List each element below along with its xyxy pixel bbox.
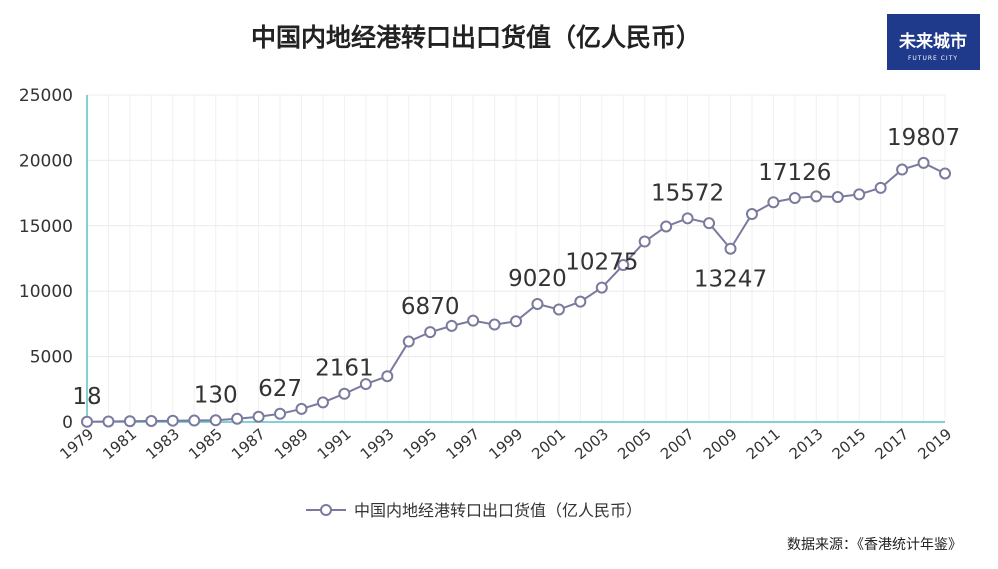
x-tick-label-15: 2009 [700,425,741,463]
data-point-2018 [917,156,930,169]
axes [86,95,945,423]
data-point-2009 [724,242,737,255]
data-point-1988 [274,407,287,420]
data-point-1981 [123,415,136,428]
x-tick-label-12: 2003 [571,425,612,463]
y-tick-labels: 0 5000 10000 15000 20000 25000 [19,86,73,433]
data-point-2004 [617,259,630,272]
x-tick-label-4: 1987 [228,425,269,463]
data-point-2015 [853,188,866,201]
data-point-2011 [767,196,780,209]
data-point-2017 [896,163,909,176]
x-tick-label-16: 2011 [743,425,784,463]
legend-label: 中国内地经港转口出口货值（亿人民币） [354,501,642,520]
data-point-1992 [359,378,372,391]
data-point-1987 [252,410,265,423]
data-label-10275: 10275 [565,250,638,276]
x-tick-labels: 1979 1981 1983 1985 1987 1989 1991 1993 1995 1997… [56,425,955,463]
data-point-1997 [467,314,480,327]
chart-title: 中国内地经港转口出口货值（亿人民币） [251,23,701,52]
legend[interactable]: 中国内地经港转口出口货值（亿人民币） [306,501,642,520]
y-tick-label-2: 10000 [19,282,73,302]
data-label-19807: 19807 [887,125,960,151]
data-label-17126: 17126 [758,160,831,186]
source-note: 数据来源：《香港统计年鉴》 [787,537,962,553]
data-label-18: 18 [72,384,101,410]
data-label-15572: 15572 [651,180,724,206]
data-point-1994 [402,335,415,348]
data-point-2008 [703,217,716,230]
x-tick-label-3: 1985 [185,425,226,463]
y-tick-label-0: 0 [62,413,73,433]
data-point-2003 [595,281,608,294]
x-tick-label-7: 1993 [357,425,398,463]
x-tick-label-1: 1981 [99,425,140,463]
data-point-1983 [166,414,179,427]
grid [86,94,946,423]
data-label-130: 130 [194,382,238,408]
data-point-2007 [681,212,694,225]
data-label-13247: 13247 [694,267,767,293]
data-point-1991 [338,387,351,400]
data-label-6870: 6870 [401,294,460,320]
data-point-2014 [831,191,844,204]
data-label-2161: 2161 [315,356,374,382]
data-point-1979 [81,415,93,428]
data-point-1990 [316,396,329,409]
data-point-1986 [231,412,244,425]
data-point-2016 [874,181,887,194]
data-point-2005 [638,235,651,248]
x-tick-label-14: 2007 [657,425,698,463]
data-point-2002 [574,295,587,308]
y-tick-label-1: 5000 [30,348,73,368]
x-tick-label-8: 1995 [400,425,441,463]
data-point-2006 [660,220,673,233]
data-point-1985 [209,414,222,427]
y-tick-label-3: 15000 [19,217,73,237]
x-tick-label-19: 2017 [872,425,913,463]
x-tick-label-2: 1983 [142,425,183,463]
x-tick-label-17: 2013 [786,425,827,463]
y-tick-label-4: 20000 [19,151,73,171]
data-point-1996 [445,319,458,332]
x-tick-label-9: 1997 [443,425,484,463]
data-point-1989 [295,402,308,415]
data-point-2000 [531,298,544,311]
data-point-1984 [188,414,201,427]
y-tick-label-5: 25000 [19,86,73,106]
data-point-1993 [381,370,394,383]
x-tick-label-18: 2015 [829,425,870,463]
legend-marker [320,504,332,516]
x-tick-label-13: 2005 [614,425,655,463]
series [81,156,951,428]
data-point-2010 [745,208,758,221]
data-point-1999 [510,315,522,328]
data-point-2013 [810,190,823,203]
data-point-2001 [552,303,565,316]
x-tick-label-10: 1999 [485,425,526,463]
data-label-627: 627 [258,376,302,402]
x-tick-label-6: 1991 [314,425,355,463]
data-label-9020: 9020 [508,266,567,292]
data-point-2019 [939,167,951,180]
data-point-1998 [488,318,501,331]
x-tick-label-5: 1989 [271,425,312,463]
logo: 未来城市 FUTURE CITY [887,14,980,70]
logo-subtext: FUTURE CITY [908,55,958,62]
data-point-1995 [424,326,437,339]
logo-background [887,14,980,70]
data-point-1980 [102,415,115,428]
data-point-1982 [145,414,158,427]
x-tick-label-11: 2001 [528,425,569,463]
logo-text: 未来城市 [898,31,967,52]
data-point-2012 [788,191,801,204]
x-tick-label-20: 2019 [914,425,955,463]
